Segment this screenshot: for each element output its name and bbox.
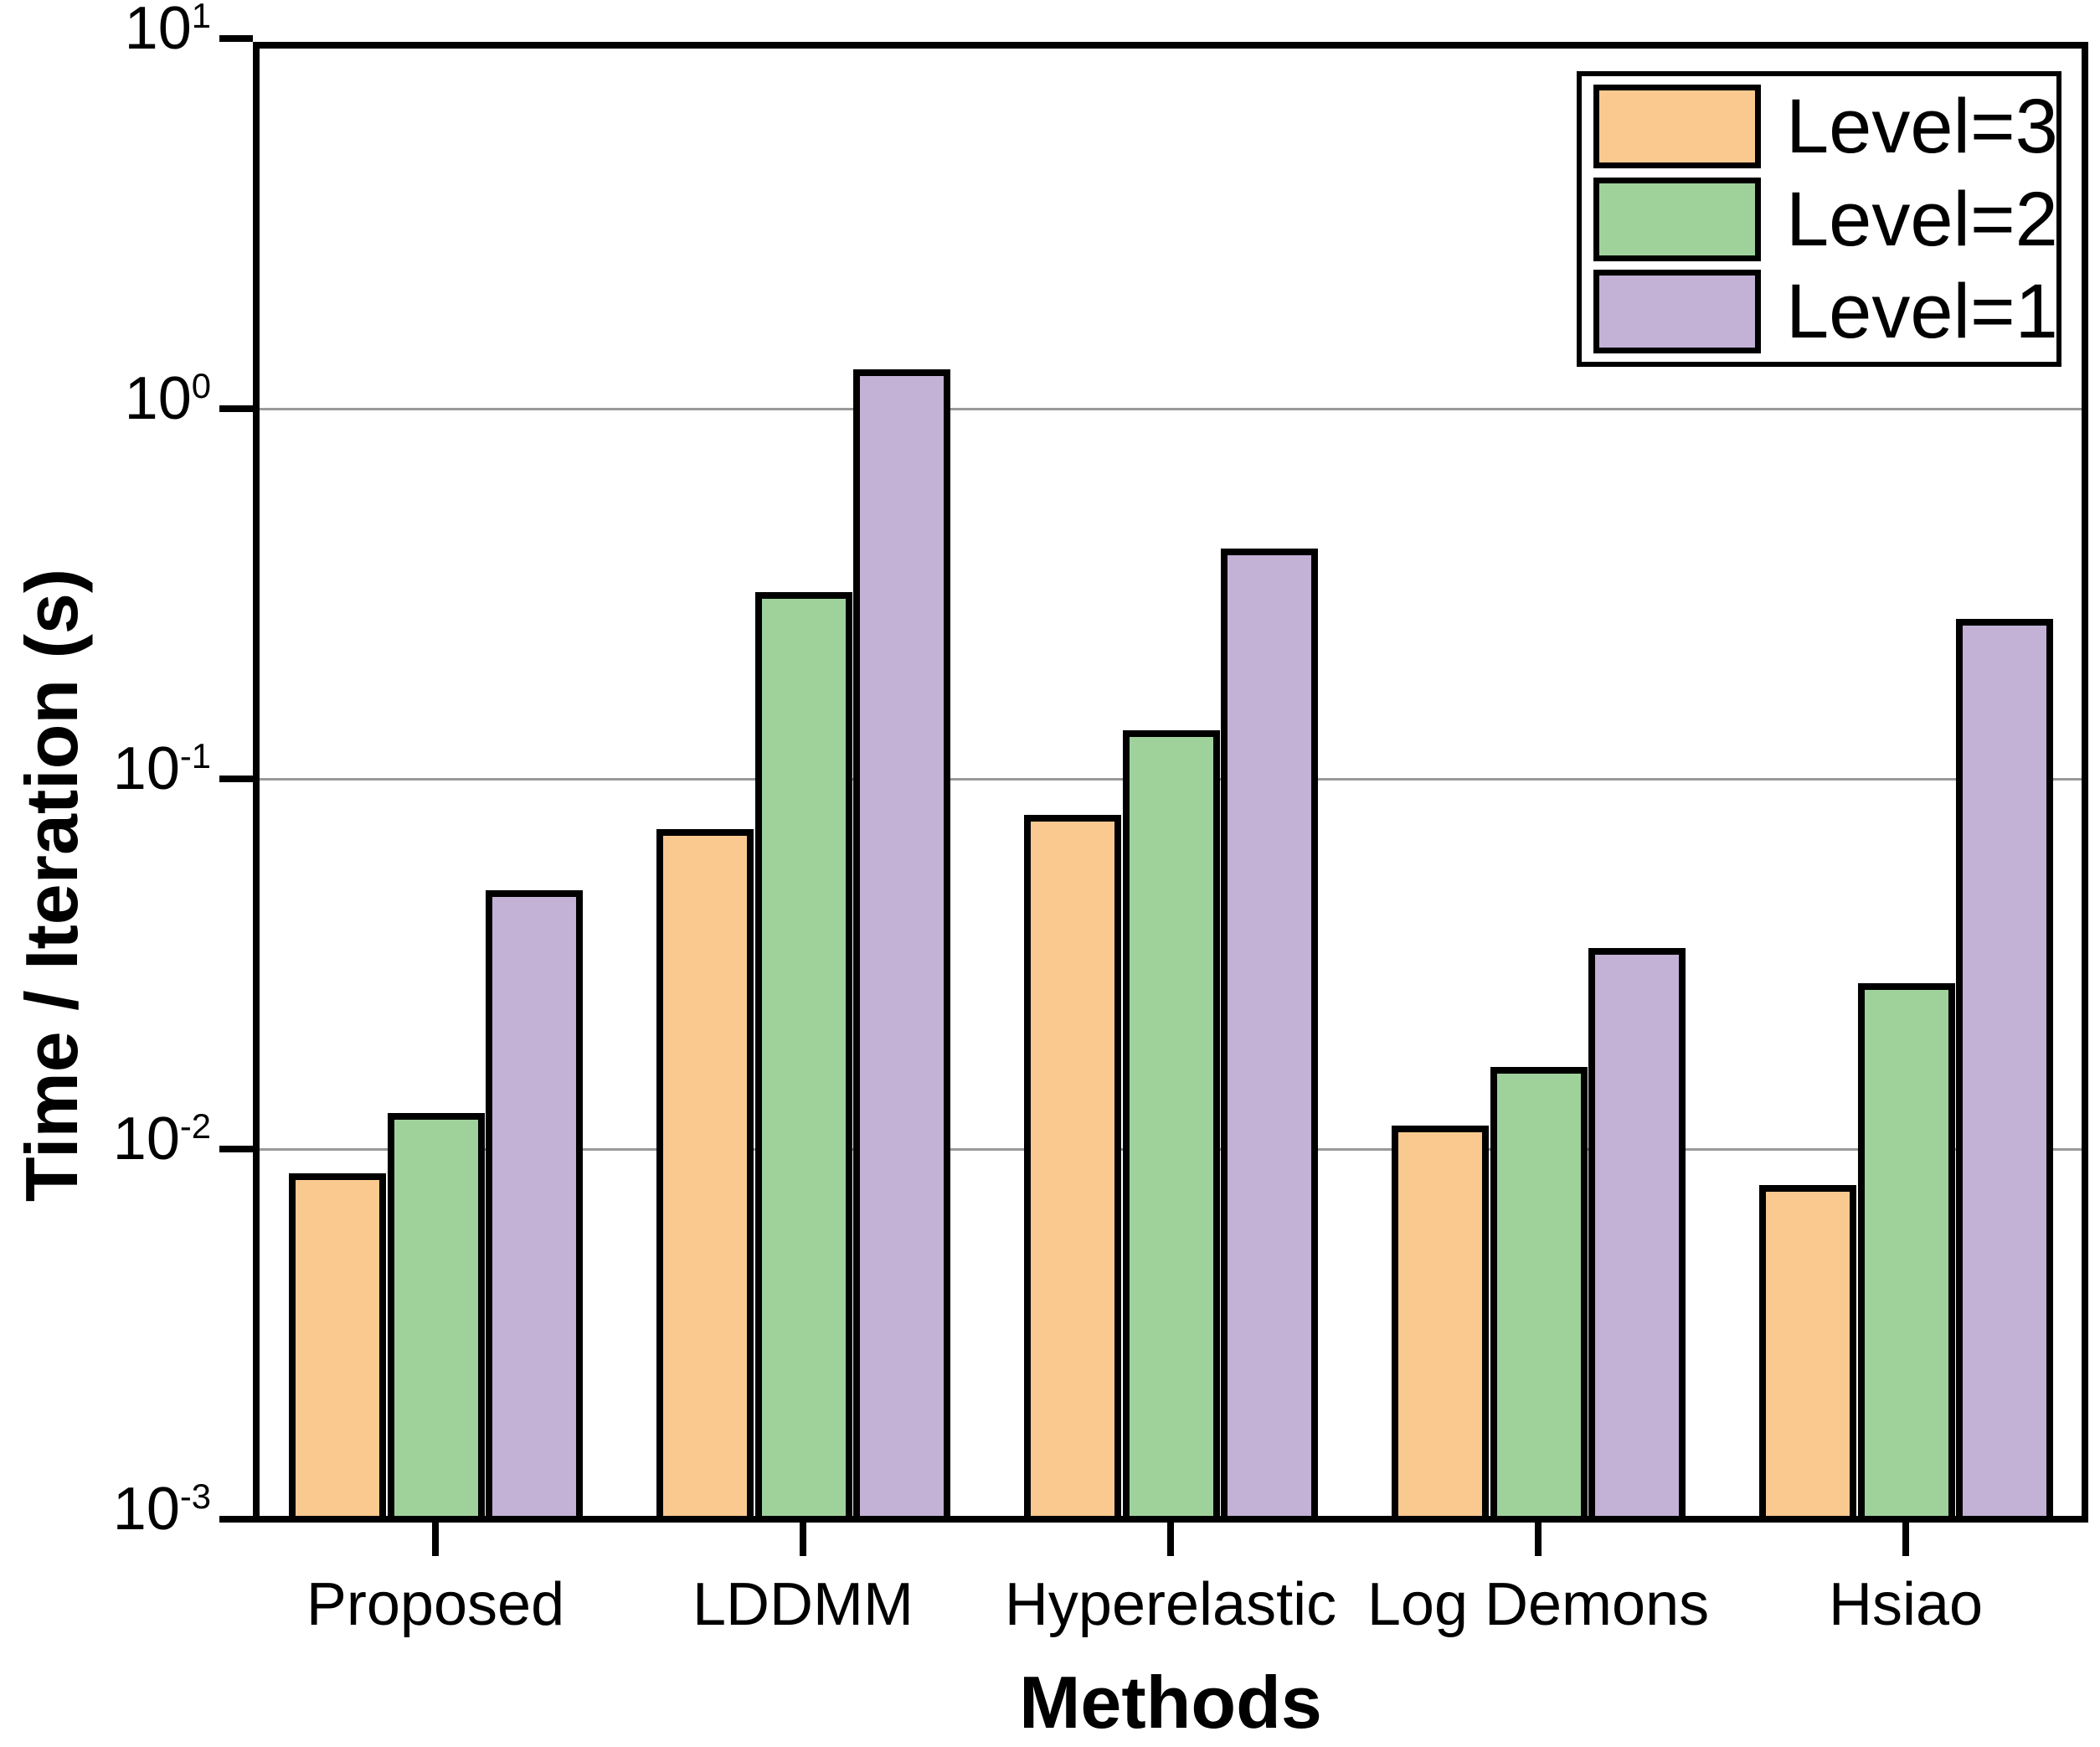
- category-label-3: Log Demons: [1367, 1571, 1710, 1638]
- y-tick-1e-1: [219, 776, 253, 782]
- y-tick-1e0: [219, 405, 253, 412]
- bar-log-demons-level2: [1490, 1066, 1588, 1516]
- legend-entry-level1: Level=1: [1593, 268, 2058, 354]
- category-label-1: LDDMM: [692, 1571, 914, 1638]
- x-tick-0: [432, 1523, 439, 1556]
- bar-hyperelastic-level3: [1024, 814, 1121, 1516]
- y-tick-label-1e0: 100: [124, 365, 211, 432]
- bar-lddmm-level2: [754, 591, 852, 1516]
- legend-swatch-level3: [1593, 85, 1761, 169]
- bar-proposed-level2: [387, 1113, 485, 1516]
- x-tick-1: [800, 1523, 806, 1556]
- legend-swatch-level2: [1593, 177, 1761, 261]
- bar-hsiao-level1: [1956, 619, 2053, 1516]
- legend-label-level1: Level=1: [1786, 268, 2058, 354]
- y-tick-1e-2: [219, 1146, 253, 1152]
- bar-proposed-level1: [486, 890, 583, 1516]
- bar-hyperelastic-level2: [1122, 730, 1220, 1516]
- legend-entry-level3: Level=3: [1593, 84, 2058, 170]
- bar-log-demons-level3: [1392, 1125, 1489, 1516]
- y-tick-label-1e-2: 10-2: [112, 1105, 211, 1172]
- legend-label-level2: Level=2: [1786, 176, 2058, 262]
- y-tick-label-1e-3: 10-3: [112, 1476, 211, 1543]
- gridline-1e0: [260, 408, 2082, 410]
- bar-log-demons-level1: [1588, 947, 1686, 1516]
- y-tick-label-1e-1: 10-1: [112, 735, 211, 802]
- legend-swatch-level1: [1593, 269, 1761, 353]
- x-axis-title: Methods: [1019, 1661, 1322, 1744]
- x-tick-2: [1167, 1523, 1174, 1556]
- bar-lddmm-level3: [656, 829, 754, 1516]
- y-tick-1e-3: [219, 1516, 253, 1523]
- legend-label-level3: Level=3: [1786, 84, 2058, 170]
- y-tick-label-1e1: 101: [124, 0, 211, 62]
- x-tick-4: [1902, 1523, 1909, 1556]
- bar-hsiao-level2: [1857, 983, 1955, 1516]
- x-tick-3: [1535, 1523, 1542, 1556]
- bar-lddmm-level1: [853, 368, 950, 1516]
- bar-hsiao-level3: [1759, 1184, 1856, 1516]
- category-label-0: Proposed: [306, 1571, 565, 1638]
- bar-hyperelastic-level1: [1221, 548, 1318, 1516]
- bar-proposed-level3: [289, 1172, 386, 1516]
- category-label-2: Hyperelastic: [1004, 1571, 1337, 1638]
- legend-entry-level2: Level=2: [1593, 176, 2058, 262]
- category-label-4: Hsiao: [1828, 1571, 1984, 1638]
- legend: Level=3 Level=2 Level=1: [1577, 71, 2061, 367]
- y-tick-1e1: [219, 35, 253, 42]
